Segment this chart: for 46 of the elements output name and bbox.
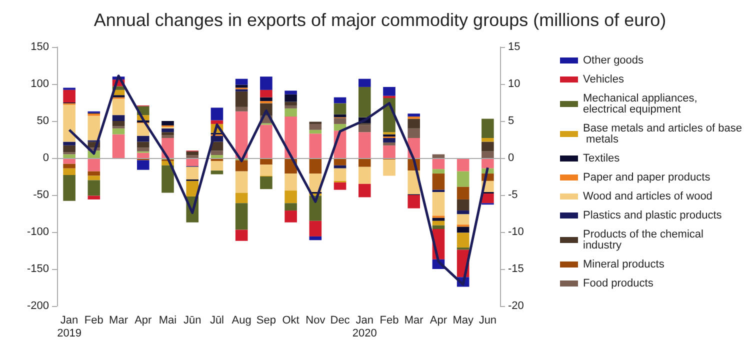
legend-label: Paper and paper products <box>583 172 711 184</box>
x-tick-label: Mar <box>404 314 424 326</box>
legend-label: Plastics and plastic products <box>583 210 722 222</box>
y-tick-label: -150 <box>26 263 49 275</box>
x-tick-label: Jūl <box>210 314 224 326</box>
legend-label: Vehicles <box>583 74 624 86</box>
x-tick-label: Feb <box>380 314 399 326</box>
y-tick-label: 0 <box>42 152 49 164</box>
y-tick-label: 50 <box>36 115 49 127</box>
legend-label: Other goods <box>583 54 644 66</box>
y-tick-label: -50 <box>33 189 49 201</box>
y2-tick-label: -20 <box>508 300 524 312</box>
y2-tick-label: 5 <box>508 115 514 127</box>
legend-label: Wood and articles of wood <box>583 190 712 202</box>
legend-label: Mechanical appliances, electrical equipment <box>583 92 700 116</box>
x-tick-label: Apr <box>430 314 448 326</box>
y-tick-label: 150 <box>30 41 49 53</box>
x-tick-label: Jūn <box>183 314 202 326</box>
y-tick-label: -200 <box>26 300 49 312</box>
legend-label: Mineral products <box>583 258 665 270</box>
x-tick-label: Feb <box>84 314 104 326</box>
x-tick-label: Jan 2019 <box>57 314 82 340</box>
chart-title: Annual changes in exports of major commodity groups (millions of euro) <box>94 10 666 30</box>
x-tick-label: May <box>452 314 474 326</box>
legend-label: Base metals and articles of base metals <box>583 122 742 146</box>
legend-label: Products of the chemical industry <box>583 228 707 252</box>
y2-tick-label: 0 <box>508 152 514 164</box>
y-tick-label: -100 <box>26 226 49 238</box>
x-tick-label: Aug <box>232 314 252 326</box>
x-tick-label: Mai <box>158 314 177 326</box>
x-tick-label: Apr <box>134 314 152 326</box>
x-tick-label: Dec <box>330 314 350 326</box>
y-tick-label: 100 <box>30 78 49 90</box>
x-tick-label: Mar <box>109 314 128 326</box>
y2-tick-label: 10 <box>508 78 520 90</box>
x-tick-label: Sep <box>256 314 276 326</box>
x-tick-label: Okt <box>282 314 300 326</box>
y2-tick-label: -15 <box>508 263 524 275</box>
x-tick-label: Jun <box>478 314 497 326</box>
y2-tick-label: -5 <box>508 189 518 201</box>
x-tick-label: Jan 2020 <box>352 314 377 340</box>
y2-tick-label: -10 <box>508 226 524 238</box>
legend-label: Food products <box>583 278 654 290</box>
x-tick-label: Nov <box>306 314 326 326</box>
y2-tick-label: 15 <box>508 41 520 53</box>
legend-label: Textiles <box>583 152 620 164</box>
